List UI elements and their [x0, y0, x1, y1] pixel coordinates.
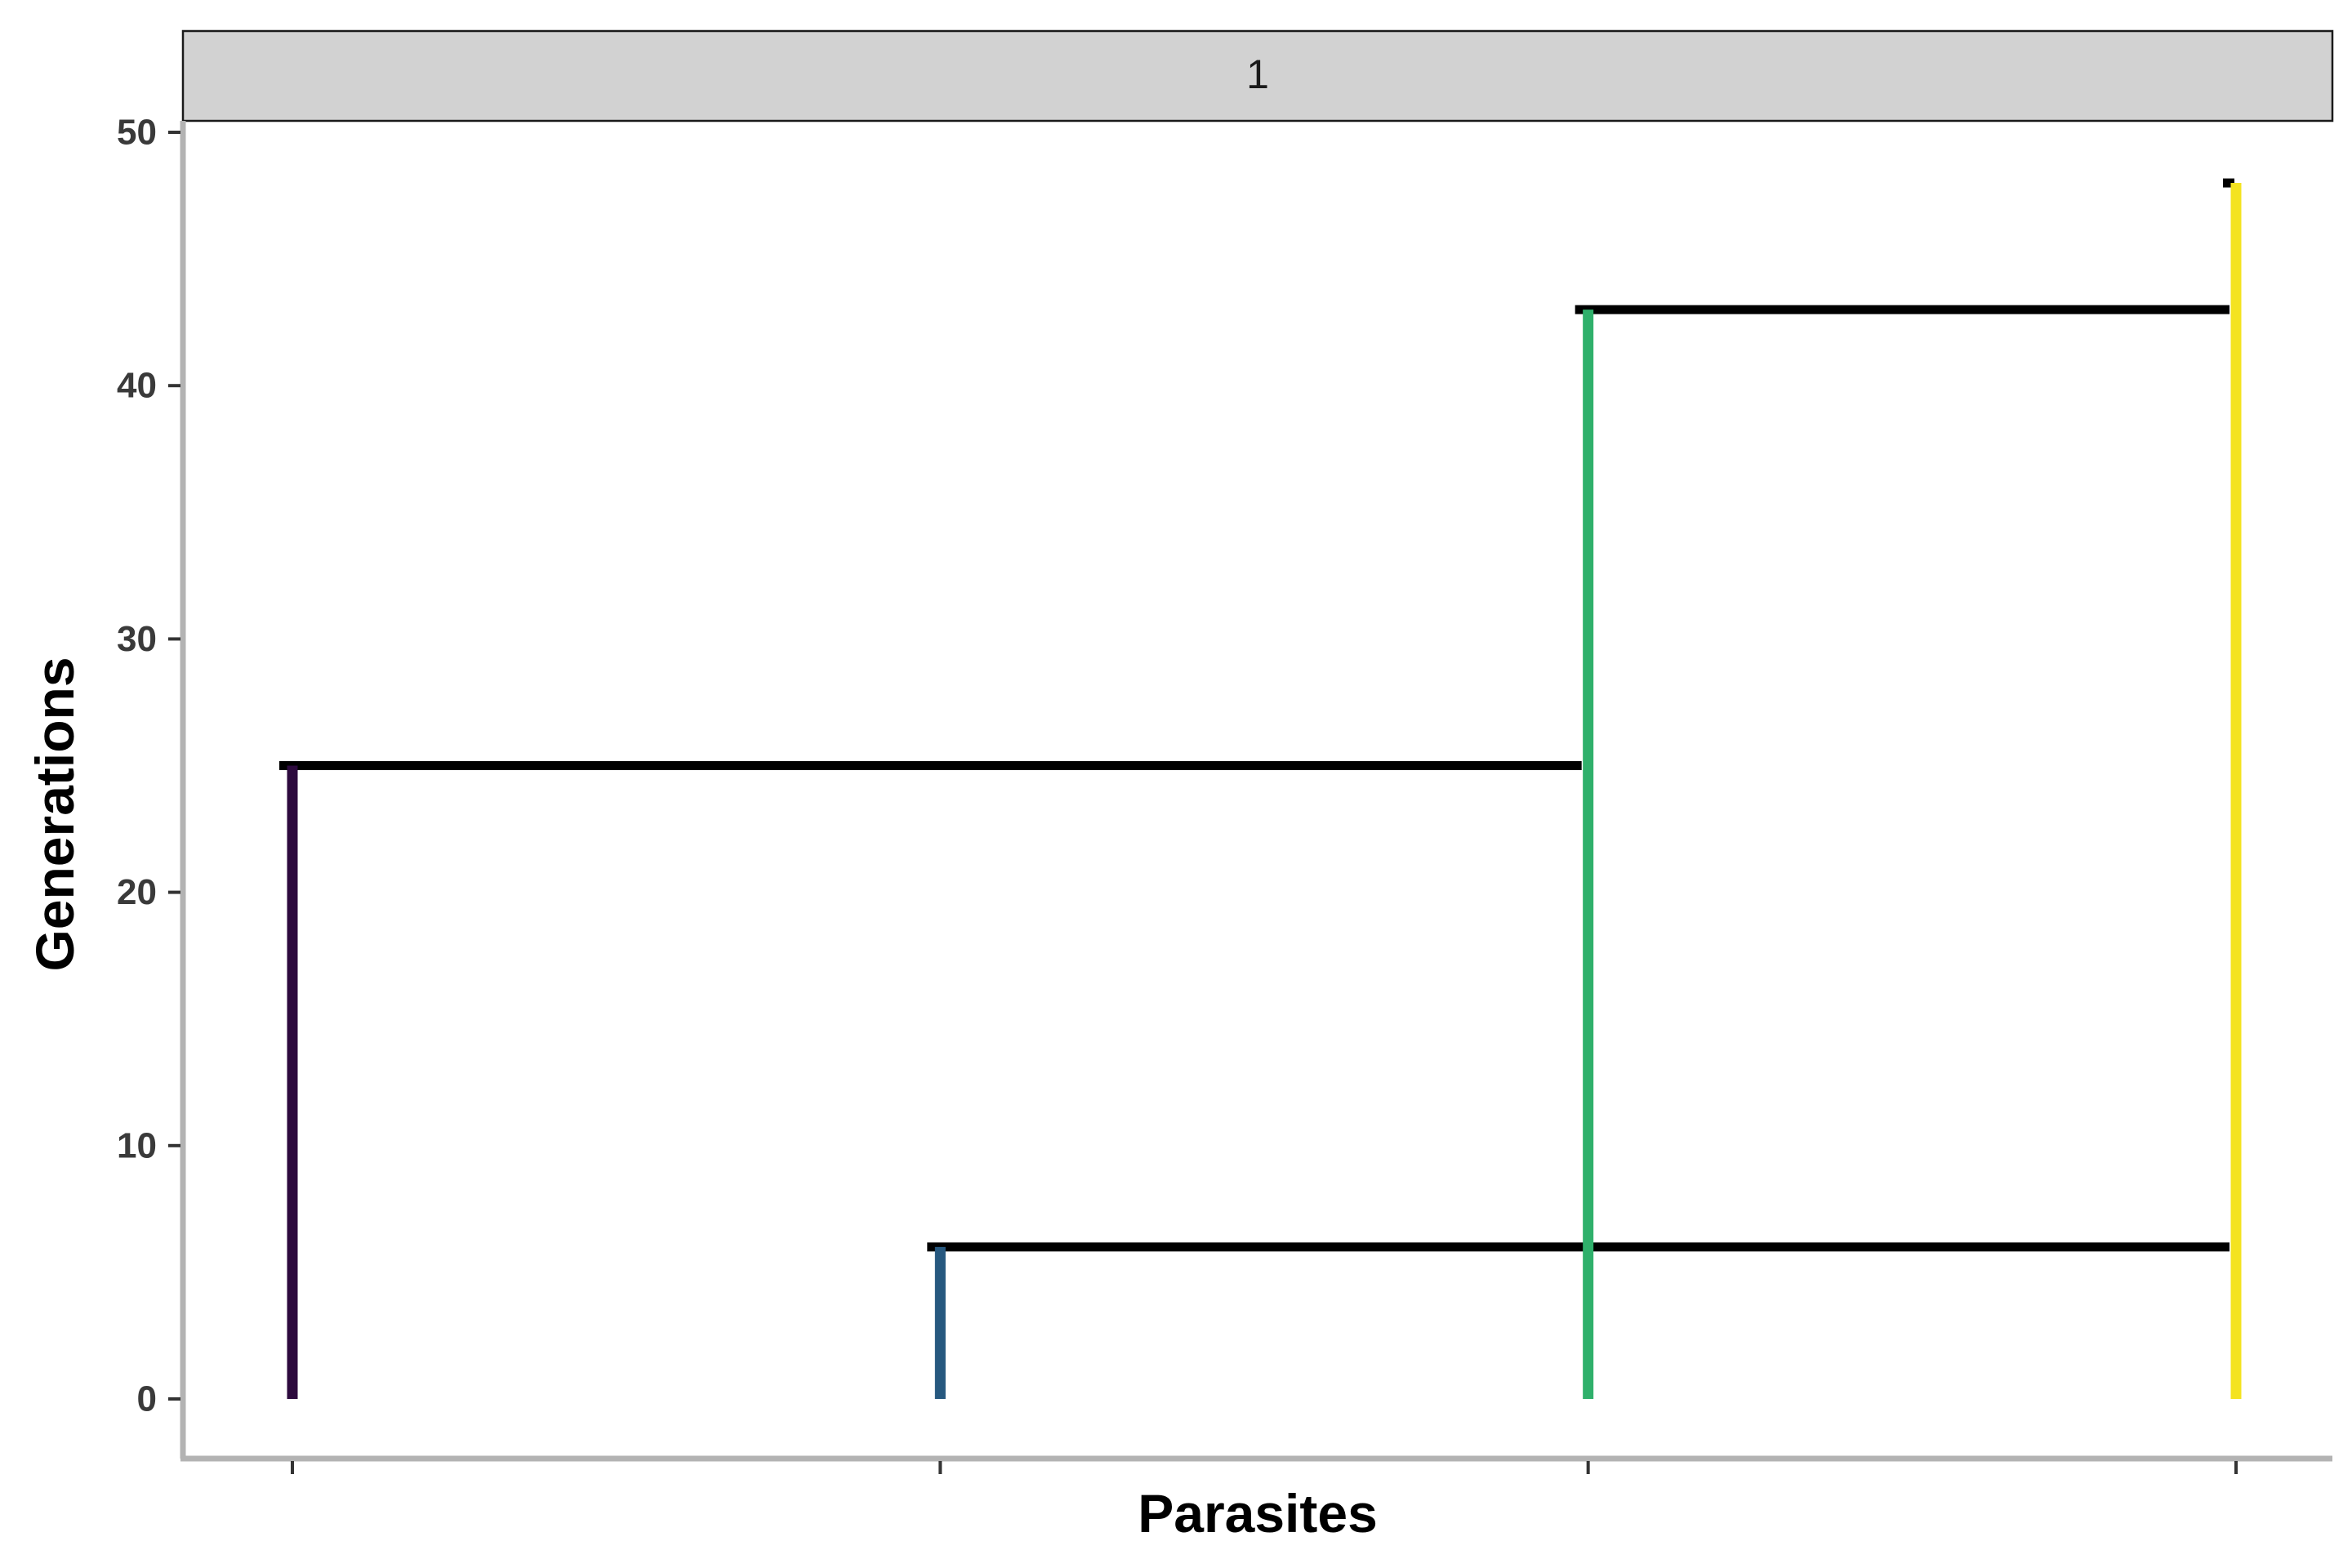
y-tick-label: 20 — [117, 872, 157, 912]
y-tick-label: 10 — [117, 1125, 157, 1165]
y-tick-label: 50 — [117, 113, 157, 153]
plot-area — [279, 178, 2242, 1399]
y-tick-label: 40 — [117, 366, 157, 406]
axes: 0 10 20 30 40 50 — [117, 113, 2332, 1474]
y-axis-ticks: 0 10 20 30 40 50 — [117, 113, 180, 1419]
x-axis-title: Parasites — [1138, 1483, 1378, 1544]
facet-strip-box — [181, 29, 2334, 122]
facet-strip: 1 — [181, 29, 2334, 122]
x-axis-ticks — [291, 1461, 2238, 1474]
y-tick-label: 30 — [117, 619, 157, 659]
y-tick-label: 0 — [137, 1379, 157, 1419]
facet-strip-label: 1 — [1246, 51, 1269, 97]
y-axis-title: Generations — [24, 657, 85, 971]
